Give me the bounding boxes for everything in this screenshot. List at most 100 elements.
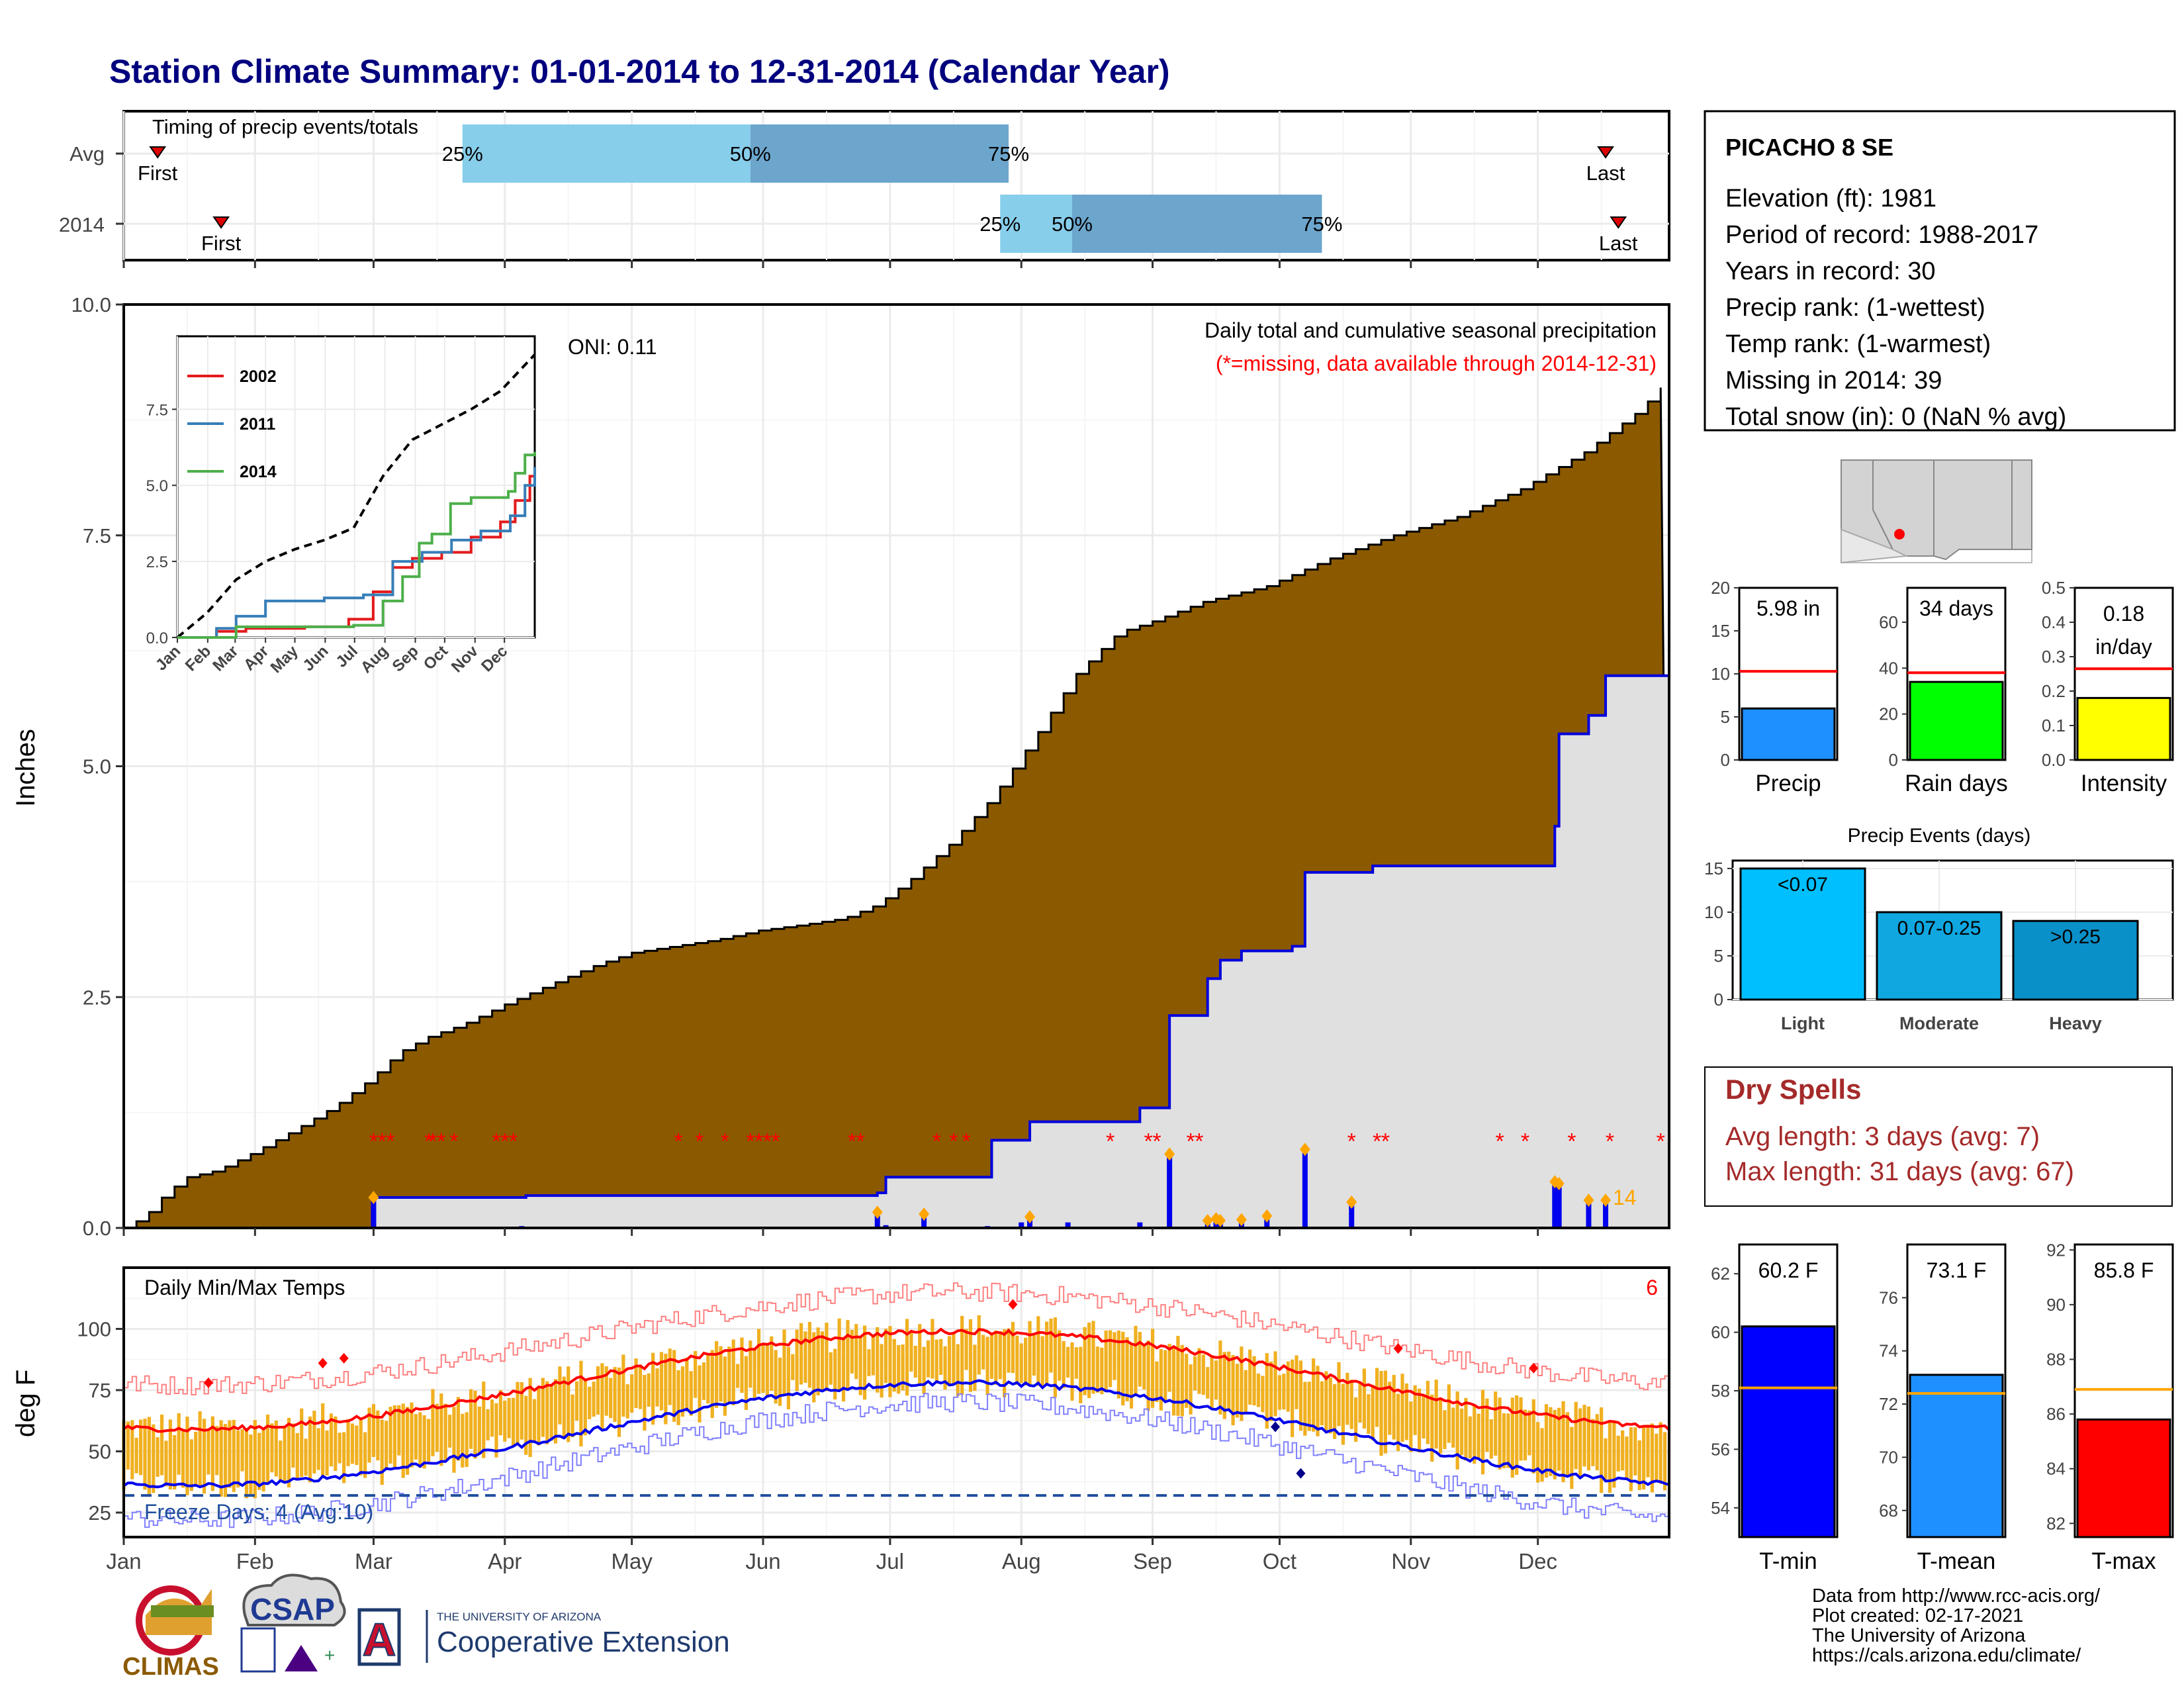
daily-temp-range-bar [1261,1376,1265,1413]
temp-summary-2-ytick: 84 [2046,1459,2066,1479]
daily-temp-range-bar [1451,1407,1455,1448]
missing-day-marker: * [492,1129,500,1154]
daily-temp-range-bar [731,1339,735,1406]
daily-temp-range-bar [1422,1396,1426,1439]
daily-precip-marker [919,1207,930,1221]
daily-temp-range-bar [465,1412,469,1468]
daily-temp-range-bar [791,1354,795,1380]
daily-temp-range-bar [977,1315,981,1375]
daily-temp-range-bar [1324,1371,1328,1432]
daily-temp-range-bar [380,1419,384,1485]
credits: Data from http://www.rcc-acis.org/ Plot … [1812,1585,2101,1666]
daily-temp-range-bar [1320,1381,1324,1426]
daily-temp-range-bar [359,1419,363,1476]
daily-temp-range-bar [439,1393,443,1466]
month-axis-label: Jan [106,1549,141,1573]
daily-temp-range-bar [524,1395,528,1455]
missing-day-marker: * [933,1129,941,1154]
daily-temp-range-bar [528,1378,532,1458]
daily-temp-range-bar [1417,1388,1422,1453]
station-location-dot [1894,529,1905,539]
daily-temp-range-bar [1659,1422,1662,1484]
summary-2-value-unit: in/day [2095,635,2152,659]
daily-temp-range-bar [385,1421,388,1469]
daily-temp-range-bar [1218,1340,1222,1415]
daily-temp-range-bar [312,1411,316,1474]
daily-temp-range-bar [1028,1321,1032,1385]
daily-temp-range-bar [952,1332,956,1385]
timing-2014-last-marker [1610,216,1627,229]
dry-spells-box: Dry Spells Avg length: 3 days (avg: 7) M… [1704,1066,2173,1207]
events-bar-light [1739,867,1866,1001]
precip-ytick-label: 2.5 [83,986,111,1009]
daily-temp-range-bar [1430,1394,1434,1462]
daily-temp-range-bar [1400,1374,1404,1442]
daily-temp-range-bar [736,1364,740,1388]
daily-temp-range-bar [1222,1352,1226,1419]
daily-temp-range-bar [338,1432,341,1464]
daily-precip-marker [1214,1213,1226,1227]
daily-temp-range-bar [1231,1354,1235,1426]
daily-temp-range-bar [698,1365,702,1423]
missing-day-marker: * [1373,1129,1381,1154]
daily-temp-range-bar [634,1358,638,1409]
daily-temp-range-bar [1227,1351,1231,1411]
missing-day-marker: * [1347,1129,1356,1154]
daily-temp-range-bar [1362,1368,1366,1429]
daily-temp-range-bar [431,1389,435,1456]
daily-temp-range-bar [1197,1348,1201,1394]
daily-temp-range-bar [1024,1337,1028,1385]
daily-precip-marker [1236,1213,1247,1227]
daily-temp-range-bar [401,1403,405,1478]
temp-summary-2-ytick: 92 [2046,1240,2066,1260]
daily-temp-range-bar [1240,1346,1244,1421]
daily-temp-range-bar [397,1405,401,1456]
temp-summary-1-ytick: 76 [1879,1288,1898,1307]
daily-temp-range-bar [1600,1407,1604,1493]
daily-temp-range-bar [934,1339,938,1384]
daily-temp-range-bar [1506,1413,1510,1468]
daily-temp-range-bar [1155,1361,1159,1402]
daily-temp-range-bar [321,1403,325,1479]
daily-temp-range-bar [1565,1412,1570,1476]
daily-temp-range-bar [355,1425,359,1466]
daily-temp-range-bar [749,1340,752,1388]
daily-temp-range-bar [867,1349,871,1376]
daily-precip-bar [1603,1200,1609,1228]
daily-temp-range-bar [1150,1329,1155,1408]
station-info-line: Elevation (ft): 1981 [1725,185,1936,212]
events-bar-heavy-label: >0.25 [2050,926,2101,948]
temp-summary-2-ytick: 82 [2046,1513,2066,1533]
precip-ytick-label: 10.0 [71,293,111,316]
daily-temp-range-bar [858,1337,862,1395]
daily-temp-range-bar [1159,1348,1163,1411]
daily-temp-range-bar [287,1417,291,1488]
inset-ytick-label: 7.5 [146,401,168,419]
daily-temp-range-bar [261,1428,265,1492]
daily-temp-range-bar [1328,1377,1332,1434]
missing-day-marker: * [1152,1129,1161,1154]
daily-temp-range-bar [588,1386,592,1419]
daily-temp-range-bar [680,1366,685,1417]
daily-temp-range-bar [651,1352,655,1425]
events-ytick: 5 [1714,946,1723,966]
daily-temp-range-bar [1608,1421,1612,1493]
csap-logo: CSAP + [240,1573,346,1673]
daily-temp-range-bar [363,1432,367,1478]
daily-temp-range-bar [194,1431,198,1486]
daily-temp-range-bar [143,1419,147,1490]
daily-temp-range-bar [1595,1414,1599,1471]
daily-temp-range-bar [422,1415,426,1469]
daily-temp-range-bar [1167,1344,1171,1392]
daily-temp-range-bar [871,1335,875,1376]
daily-temp-range-bar [1312,1358,1316,1432]
daily-temp-range-bar [1337,1362,1341,1427]
daily-temp-range-bar [418,1412,422,1468]
timing-avg-q1-bar [462,124,751,183]
temp-summary-2-value-label: 85.8 F [2094,1258,2154,1282]
events-bar-moderate [1876,911,2003,1001]
daily-temp-range-bar [1087,1322,1091,1399]
temps-label: Daily Min/Max Temps [144,1276,345,1299]
daily-temp-range-bar [909,1331,913,1372]
timing-row-2014-label: 2014 [59,213,105,236]
